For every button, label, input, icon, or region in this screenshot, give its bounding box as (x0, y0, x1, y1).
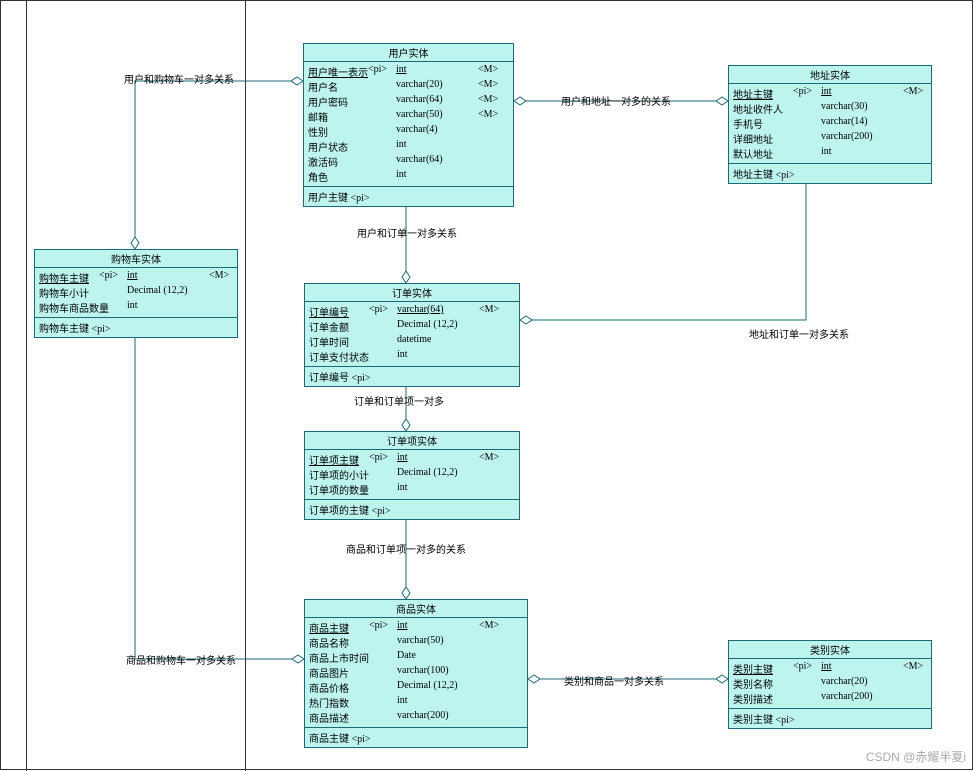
entity-footer: 类别主键 <pi> (729, 709, 931, 728)
entity-row: 购物车主键<pi>int<M> (39, 270, 233, 285)
entity-footer: 订单编号 <pi> (305, 367, 519, 386)
edge-label: 用户和订单一对多关系 (357, 225, 457, 240)
entity-row: 用户名varchar(20)<M> (308, 79, 509, 94)
entity-footer: 地址主键 <pi> (729, 164, 931, 183)
entity-row: 购物车小计Decimal (12,2) (39, 285, 233, 300)
entity-order: 订单实体订单编号<pi>varchar(64)<M>订单金额Decimal (1… (304, 283, 520, 387)
entity-row: 商品价格Decimal (12,2) (309, 680, 523, 695)
entity-row: 用户状态int (308, 139, 509, 154)
entity-row: 订单支付状态int (309, 349, 515, 364)
edge-label: 订单和订单项一对多 (354, 393, 444, 408)
edge-label: 用户和地址一对多的关系 (561, 93, 671, 108)
edge-label: 商品和购物车一对多关系 (126, 652, 236, 667)
entity-row: 订单项的数量int (309, 482, 515, 497)
entity-row: 默认地址int (733, 146, 927, 161)
entity-row: 订单金额Decimal (12,2) (309, 319, 515, 334)
entity-body: 订单编号<pi>varchar(64)<M>订单金额Decimal (12,2)… (305, 302, 519, 367)
entity-row: 订单编号<pi>varchar(64)<M> (309, 304, 515, 319)
entity-row: 地址主键<pi>int<M> (733, 86, 927, 101)
entity-title: 类别实体 (729, 641, 931, 659)
entity-row: 购物车商品数量int (39, 300, 233, 315)
entity-footer: 用户主键 <pi> (304, 187, 513, 206)
entity-cart: 购物车实体购物车主键<pi>int<M>购物车小计Decimal (12,2)购… (34, 249, 238, 338)
entity-body: 订单项主键<pi>int<M>订单项的小计Decimal (12,2)订单项的数… (305, 450, 519, 500)
entity-orderitem: 订单项实体订单项主键<pi>int<M>订单项的小计Decimal (12,2)… (304, 431, 520, 520)
entity-body: 类别主键<pi>int<M>类别名称varchar(20)类别描述varchar… (729, 659, 931, 709)
watermark: CSDN @赤耀半夏i (866, 748, 966, 765)
entity-title: 商品实体 (305, 600, 527, 618)
entity-row: 订单项主键<pi>int<M> (309, 452, 515, 467)
entity-footer: 订单项的主键 <pi> (305, 500, 519, 519)
edge-label: 类别和商品一对多关系 (564, 673, 664, 688)
entity-row: 用户唯一表示<pi>int<M> (308, 64, 509, 79)
entity-row: 商品描述varchar(200) (309, 710, 523, 725)
entity-row: 商品名称varchar(50) (309, 635, 523, 650)
entity-row: 类别描述varchar(200) (733, 691, 927, 706)
diagram-canvas: 用户实体用户唯一表示<pi>int<M>用户名varchar(20)<M>用户密… (0, 0, 973, 770)
entity-footer: 商品主键 <pi> (305, 728, 527, 747)
entity-row: 性别varchar(4) (308, 124, 509, 139)
edge-label: 商品和订单项一对多的关系 (346, 541, 466, 556)
edge-label: 地址和订单一对多关系 (749, 326, 849, 341)
entity-title: 订单实体 (305, 284, 519, 302)
entity-row: 商品主键<pi>int<M> (309, 620, 523, 635)
entity-title: 地址实体 (729, 66, 931, 84)
entity-body: 商品主键<pi>int<M>商品名称varchar(50)商品上市时间Date商… (305, 618, 527, 728)
entity-title: 订单项实体 (305, 432, 519, 450)
entity-row: 角色int (308, 169, 509, 184)
entity-body: 地址主键<pi>int<M>地址收件人varchar(30)手机号varchar… (729, 84, 931, 164)
entity-row: 类别主键<pi>int<M> (733, 661, 927, 676)
entity-user: 用户实体用户唯一表示<pi>int<M>用户名varchar(20)<M>用户密… (303, 43, 514, 207)
entity-row: 详细地址varchar(200) (733, 131, 927, 146)
entity-row: 手机号varchar(14) (733, 116, 927, 131)
entity-row: 邮箱varchar(50)<M> (308, 109, 509, 124)
entity-row: 商品上市时间Date (309, 650, 523, 665)
entity-product: 商品实体商品主键<pi>int<M>商品名称varchar(50)商品上市时间D… (304, 599, 528, 748)
vline-1 (26, 1, 27, 771)
entity-title: 购物车实体 (35, 250, 237, 268)
edge-label: 用户和购物车一对多关系 (124, 71, 234, 86)
entity-row: 激活码varchar(64) (308, 154, 509, 169)
entity-row: 地址收件人varchar(30) (733, 101, 927, 116)
vline-2 (245, 1, 246, 771)
entity-address: 地址实体地址主键<pi>int<M>地址收件人varchar(30)手机号var… (728, 65, 932, 184)
entity-row: 热门指数int (309, 695, 523, 710)
entity-body: 购物车主键<pi>int<M>购物车小计Decimal (12,2)购物车商品数… (35, 268, 237, 318)
entity-body: 用户唯一表示<pi>int<M>用户名varchar(20)<M>用户密码var… (304, 62, 513, 187)
entity-row: 商品图片varchar(100) (309, 665, 523, 680)
entity-row: 订单时间datetime (309, 334, 515, 349)
entity-title: 用户实体 (304, 44, 513, 62)
entity-row: 类别名称varchar(20) (733, 676, 927, 691)
entity-category: 类别实体类别主键<pi>int<M>类别名称varchar(20)类别描述var… (728, 640, 932, 729)
entity-row: 订单项的小计Decimal (12,2) (309, 467, 515, 482)
entity-row: 用户密码varchar(64)<M> (308, 94, 509, 109)
entity-footer: 购物车主键 <pi> (35, 318, 237, 337)
